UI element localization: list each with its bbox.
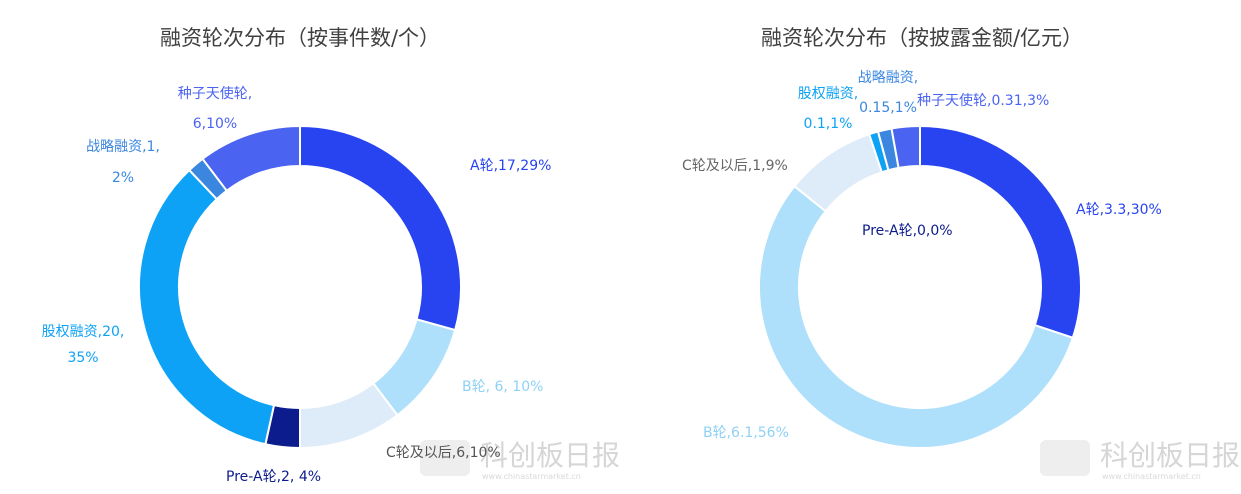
- watermark-text: 科创板日报: [1100, 439, 1240, 472]
- slice-data-label: 战略融资,1, 2%: [86, 139, 160, 186]
- slice-data-label-line: A轮,3.3,30%: [1076, 202, 1162, 218]
- donut-chart-by-count: 融资轮次分布（按事件数/个） A轮,17,29% B轮, 6, 10% C轮及以后,…: [42, 26, 552, 485]
- pie-slice: [138, 168, 276, 446]
- slice-data-label: B轮, 6, 10%: [462, 379, 543, 395]
- pie-slice: [890, 124, 921, 170]
- slice-data-label: C轮及以后,6,10%: [386, 445, 501, 461]
- pie-slice: [758, 184, 1075, 449]
- slice-data-label-line: 6,10%: [193, 116, 237, 132]
- slice-data-label: A轮,3.3,30%: [1076, 202, 1162, 218]
- slice-data-label: Pre-A轮,2, 4%: [226, 469, 321, 485]
- slice-data-label-line: 战略融资,: [858, 70, 918, 86]
- slice-data-label-line: 种子天使轮,: [178, 85, 252, 102]
- slice-data-label-line: 股权融资,: [798, 86, 858, 102]
- labels-group: A轮,3.3,30% B轮,6.1,56% C轮及以后,1,9% 股权融资, 0.1,1…: [682, 70, 1162, 441]
- slice-data-label-line: 0.1,1%: [804, 116, 853, 132]
- slice-data-label: 种子天使轮, 6,10%: [178, 85, 252, 132]
- slice-data-label: 战略融资, 0.15,1%: [858, 70, 918, 116]
- slices-group: [758, 124, 1082, 449]
- slice-data-label: 股权融资,20, 35%: [42, 324, 125, 366]
- slice-data-label-line: B轮, 6, 10%: [462, 379, 543, 395]
- pie-slice: [299, 124, 462, 332]
- slice-data-label-line: 0.15,1%: [859, 100, 917, 116]
- slice-data-label: 股权融资, 0.1,1%: [798, 86, 858, 132]
- watermark-subtext: www.chinastarmarket.cn: [482, 472, 581, 481]
- slice-data-label-line: 股权融资,20,: [42, 324, 125, 340]
- slice-data-label-line: 35%: [67, 350, 98, 366]
- slice-data-label-line: B轮,6.1,56%: [703, 425, 789, 441]
- watermark-logo-icon: [420, 440, 470, 476]
- slice-data-label-line: 2%: [112, 170, 134, 186]
- chart-title: 融资轮次分布（按事件数/个）: [160, 26, 440, 50]
- slice-data-label-line: Pre-A轮,0,0%: [862, 223, 953, 239]
- slice-data-label: B轮,6.1,56%: [703, 425, 789, 441]
- slice-data-label-line: C轮及以后,1,9%: [682, 158, 788, 174]
- slice-data-label: 种子天使轮,0.31,3%: [917, 92, 1049, 109]
- slice-data-label-line: C轮及以后,6,10%: [386, 445, 501, 461]
- watermark-subtext: www.chinastarmarket.cn: [1102, 472, 1201, 481]
- watermark-text: 科创板日报: [480, 439, 620, 472]
- slice-data-label-line: 种子天使轮,0.31,3%: [917, 92, 1049, 109]
- slices-group: [138, 124, 462, 450]
- donut-chart-by-amount: 融资轮次分布（按披露金额/亿元） A轮,3.3,30% B轮,6.1,56% C轮及…: [682, 26, 1162, 449]
- slice-data-label: A轮,17,29%: [470, 158, 551, 174]
- slice-data-label: C轮及以后,1,9%: [682, 158, 788, 174]
- pie-slice: [201, 124, 301, 193]
- watermark-logo-icon: [1040, 440, 1090, 476]
- slice-data-label-line: Pre-A轮,2, 4%: [226, 469, 321, 485]
- labels-group: A轮,17,29% B轮, 6, 10% C轮及以后,6,10% Pre-A轮,2, …: [42, 85, 552, 485]
- watermark-right: 科创板日报 www.chinastarmarket.cn: [1040, 439, 1240, 481]
- slice-data-label: Pre-A轮,0,0%: [862, 223, 953, 239]
- slice-data-label-line: A轮,17,29%: [470, 158, 551, 174]
- watermark-left: 科创板日报 www.chinastarmarket.cn: [420, 439, 620, 481]
- slice-data-label-line: 战略融资,1,: [86, 139, 160, 155]
- chart-title: 融资轮次分布（按披露金额/亿元）: [761, 26, 1083, 50]
